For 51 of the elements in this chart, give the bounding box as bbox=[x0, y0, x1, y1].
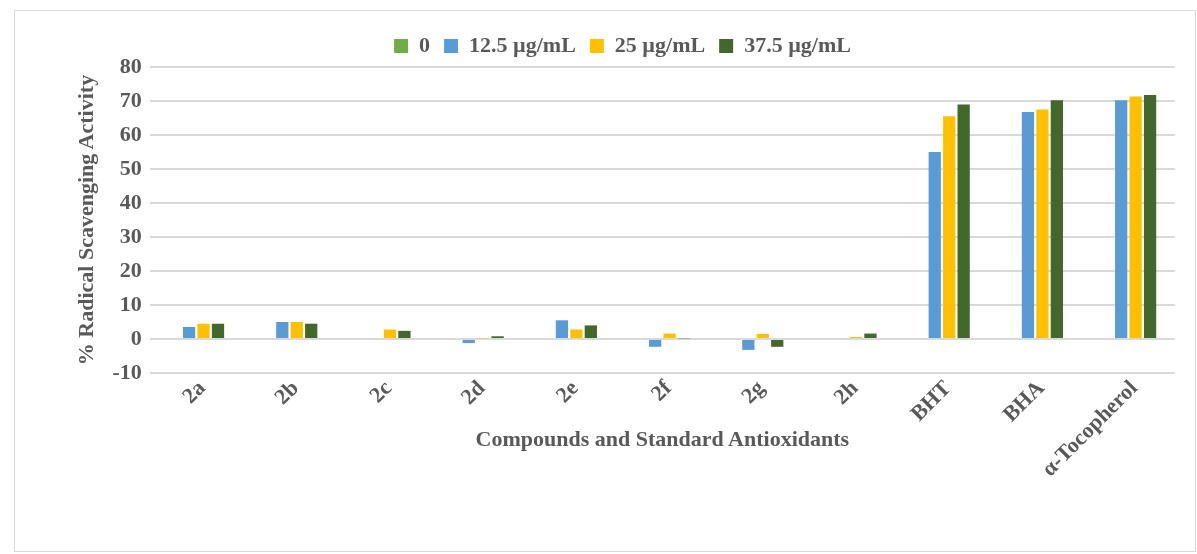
x-tick-label: 2a bbox=[176, 374, 210, 409]
bar bbox=[1115, 100, 1128, 338]
bar bbox=[771, 340, 784, 347]
x-tick-label: 2d bbox=[455, 374, 490, 409]
bar bbox=[1050, 100, 1063, 338]
y-tick-label: 70 bbox=[119, 86, 142, 112]
bar bbox=[182, 327, 196, 338]
y-tick-label: 60 bbox=[119, 120, 142, 146]
x-tick-label: 2g bbox=[735, 374, 770, 409]
bar bbox=[211, 323, 225, 338]
y-tick-label: 40 bbox=[119, 188, 142, 214]
bar bbox=[305, 323, 318, 338]
bar bbox=[555, 320, 569, 338]
y-tick-label: 30 bbox=[119, 222, 142, 248]
bar bbox=[584, 325, 597, 338]
bar bbox=[1021, 111, 1035, 338]
bar bbox=[398, 330, 411, 338]
legend-label: 12.5 µg/mL bbox=[469, 31, 576, 57]
y-axis-title: % Radical Scavenging Activity bbox=[72, 74, 98, 366]
bar bbox=[276, 322, 289, 338]
y-tick-label: 80 bbox=[119, 52, 142, 78]
bar bbox=[943, 116, 956, 338]
x-tick-label: 2b bbox=[268, 374, 304, 409]
x-tick-label: 2e bbox=[550, 374, 583, 408]
bar bbox=[756, 333, 769, 338]
y-tick-label: 20 bbox=[119, 256, 142, 282]
legend-label: 25 µg/mL bbox=[614, 31, 706, 57]
bar bbox=[1143, 94, 1157, 338]
bar bbox=[290, 322, 303, 338]
y-tick-label: 50 bbox=[119, 154, 142, 180]
x-axis-title: Compounds and Standard Antioxidants bbox=[475, 426, 850, 452]
y-tick-label: 10 bbox=[119, 290, 142, 316]
bar bbox=[1129, 96, 1142, 338]
x-tick-label: 2h bbox=[828, 374, 863, 409]
y-tick-label: 0 bbox=[130, 324, 142, 350]
bar bbox=[197, 323, 210, 338]
bar bbox=[462, 340, 475, 344]
bar bbox=[742, 340, 755, 350]
bar bbox=[570, 329, 583, 338]
bar bbox=[383, 329, 397, 338]
legend-label: 37.5 µg/mL bbox=[744, 31, 851, 57]
bar bbox=[864, 333, 877, 338]
x-tick-label: 2f bbox=[645, 374, 677, 406]
legend-label: 0 bbox=[419, 31, 431, 57]
bar bbox=[663, 333, 676, 338]
y-tick-label: -10 bbox=[112, 358, 142, 384]
bar bbox=[957, 104, 970, 338]
bar bbox=[1036, 109, 1049, 338]
bar bbox=[649, 340, 662, 347]
bar bbox=[928, 152, 941, 338]
x-tick-label: 2c bbox=[363, 374, 397, 408]
